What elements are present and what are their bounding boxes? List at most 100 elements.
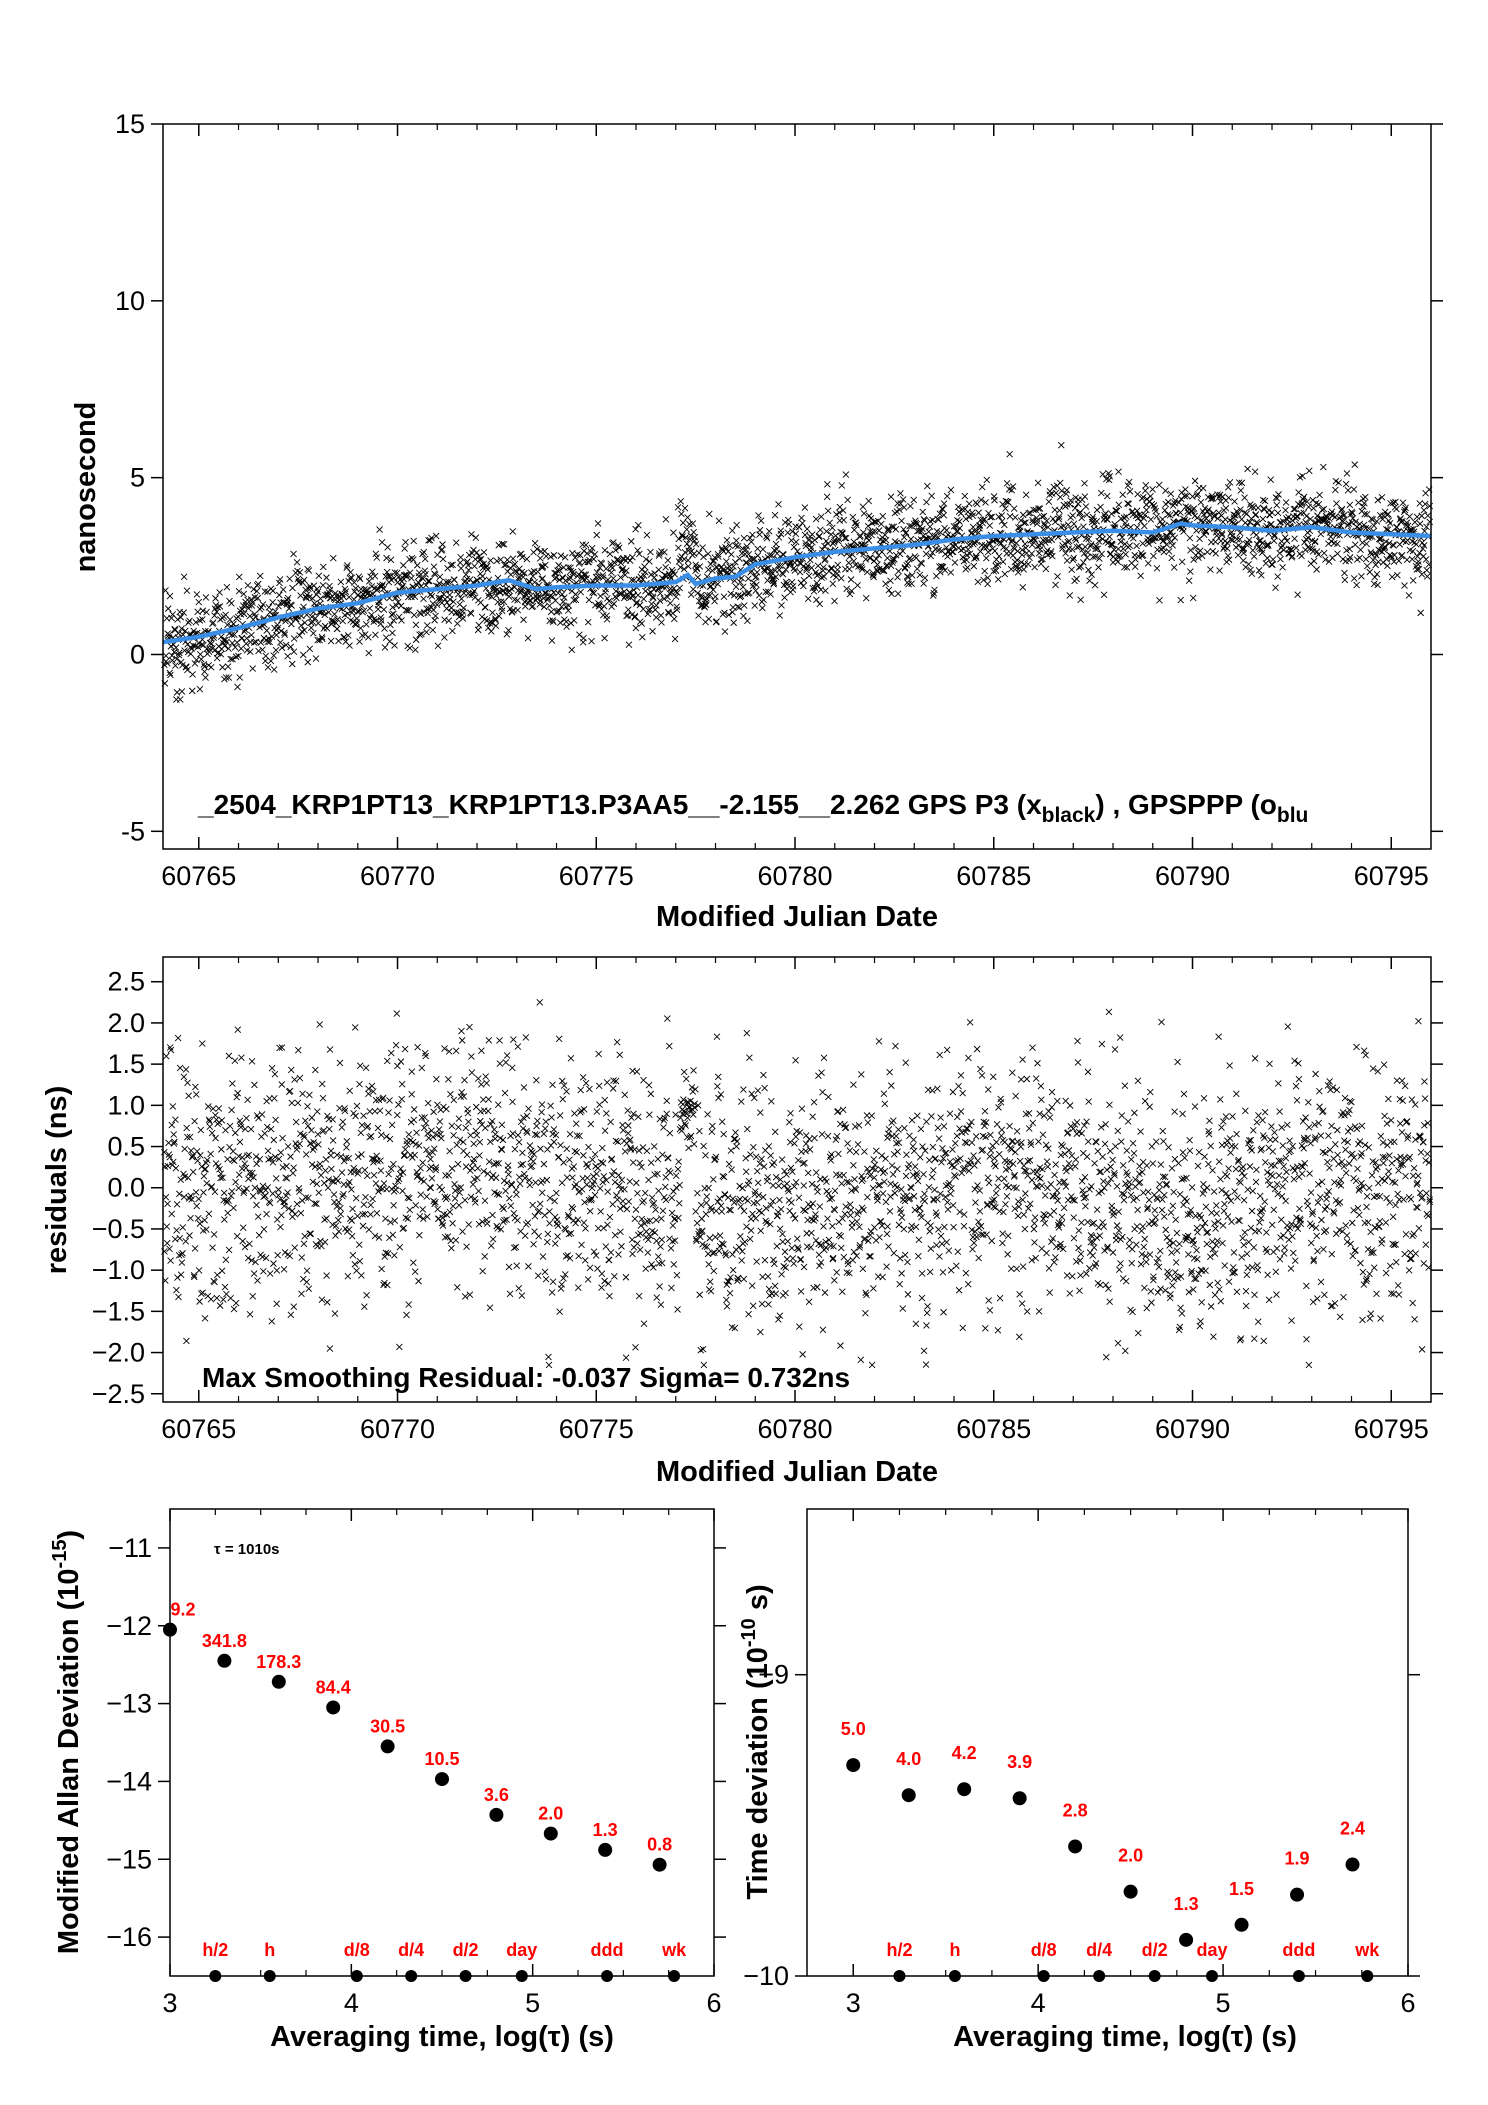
residual-point: [505, 1195, 513, 1202]
residual-point: [868, 1112, 876, 1120]
gps-p3-point: [355, 573, 363, 580]
residual-point: [650, 1143, 658, 1150]
gps-p3-point: [666, 599, 674, 607]
gps-p3-point: [385, 572, 392, 580]
residual-point: [828, 1151, 835, 1158]
residual-point: [539, 1253, 547, 1260]
residual-point: [451, 1195, 459, 1202]
gps-p3-point: [1222, 515, 1229, 523]
residual-point: [393, 1010, 401, 1017]
residual-point: [981, 1107, 989, 1115]
residual-point: [746, 1235, 754, 1243]
residual-point: [543, 1176, 551, 1184]
residual-point: [228, 1106, 235, 1114]
gps-p3-point: [214, 603, 222, 611]
residual-point: [391, 1217, 399, 1225]
gps-p3-point: [193, 591, 201, 598]
residual-point: [640, 1076, 647, 1084]
gps-p3-point: [519, 573, 527, 581]
residual-point: [998, 1132, 1005, 1140]
residual-point: [293, 1200, 301, 1208]
annotation-main: _2504_KRP1PT13_KRP1PT13.P3AA5__-2.155__2…: [197, 789, 1042, 820]
gps-p3-point: [445, 578, 452, 586]
gps-p3-point: [757, 517, 765, 524]
gps-p3-point: [456, 559, 464, 566]
residual-point: [294, 1046, 302, 1054]
residual-point: [904, 1291, 912, 1298]
residual-point: [908, 1222, 916, 1230]
x-tick-label: 60765: [161, 861, 236, 891]
residual-point: [273, 1300, 280, 1308]
residual-point: [370, 1171, 378, 1179]
residual-point: [1016, 1291, 1023, 1298]
residual-point: [366, 1108, 374, 1115]
residual-point: [352, 1112, 359, 1120]
gps-p3-point: [609, 564, 616, 572]
residual-point: [490, 1126, 498, 1133]
residual-point: [974, 1157, 982, 1165]
residual-point: [219, 1296, 227, 1303]
gps-p3-point: [356, 638, 363, 645]
residual-point: [892, 1042, 899, 1050]
gps-p3-point: [1272, 584, 1279, 592]
gps-p3-point: [1147, 492, 1154, 500]
residual-point: [458, 1027, 465, 1035]
gps-p3-point: [999, 558, 1007, 565]
gps-p3-point: [585, 558, 593, 566]
gps-p3-point: [1252, 511, 1260, 518]
gps-p3-point: [1006, 450, 1013, 458]
residual-point: [303, 1278, 311, 1286]
gps-p3-point: [390, 610, 397, 618]
gps-p3-point: [216, 603, 224, 610]
residual-point: [196, 1220, 204, 1227]
gps-p3-point: [181, 647, 188, 654]
residual-point: [810, 1098, 818, 1106]
gps-p3-point: [541, 561, 549, 569]
residual-point: [174, 1034, 182, 1042]
gps-p3-point: [641, 563, 648, 570]
residual-point: [189, 1168, 197, 1176]
gps-p3-point: [257, 639, 265, 646]
gps-p3-point: [290, 635, 298, 642]
gps-p3-point: [457, 564, 465, 572]
gps-p3-point: [590, 589, 598, 597]
gps-p3-point: [691, 533, 699, 541]
gps-p3-point: [1024, 560, 1032, 568]
gps-p3-point: [838, 529, 846, 536]
gps-p3-point: [348, 609, 356, 616]
y-tick-label: -5: [121, 816, 145, 846]
residual-point: [984, 1086, 992, 1093]
gps-p3-point: [839, 507, 847, 514]
residual-point: [795, 1323, 803, 1330]
residual-point: [273, 1267, 281, 1274]
residual-point: [744, 1197, 751, 1204]
gps-p3-point: [974, 578, 982, 586]
gps-p3-point: [424, 609, 431, 617]
residual-point: [339, 1192, 346, 1200]
residual-point: [425, 1134, 433, 1142]
gps-p3-point: [554, 567, 561, 574]
residual-point: [673, 1271, 681, 1279]
residual-point: [541, 1125, 549, 1132]
gps-p3-point: [1021, 540, 1029, 548]
residual-point: [419, 1206, 427, 1213]
residual-point: [546, 1219, 553, 1227]
residual-point: [697, 1346, 705, 1354]
residual-point: [935, 1226, 942, 1233]
residual-point: [976, 1187, 984, 1194]
gps-p3-point: [1261, 497, 1269, 505]
gps-p3-point: [700, 553, 707, 561]
residual-point: [170, 1131, 178, 1138]
gps-p3-point: [455, 613, 463, 621]
gps-p3-point: [670, 615, 678, 623]
residual-point: [914, 1177, 922, 1185]
gps-p3-point: [919, 525, 926, 533]
residual-point: [346, 1087, 354, 1095]
gps-p3-point: [323, 574, 330, 581]
gps-p3-point: [300, 576, 308, 584]
gps-p3-point: [1131, 551, 1139, 559]
residual-point: [591, 1191, 599, 1199]
gps-p3-point: [240, 590, 248, 598]
gps-p3-point: [568, 646, 576, 654]
gps-p3-point: [240, 610, 248, 618]
